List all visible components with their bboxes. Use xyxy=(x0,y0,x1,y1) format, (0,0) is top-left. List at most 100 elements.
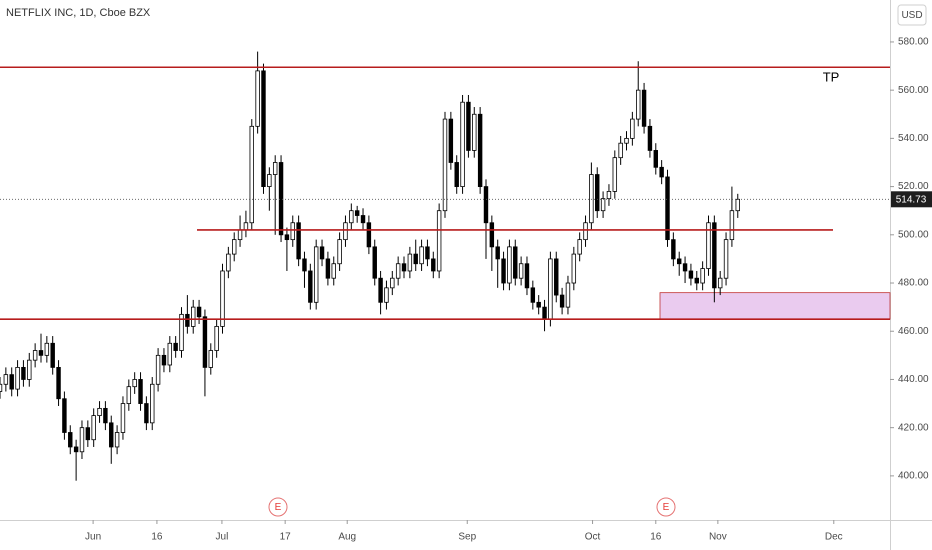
y-tick-label: 500.00 xyxy=(898,229,929,240)
candle-body xyxy=(150,383,155,424)
x-tick-label: Dec xyxy=(825,532,843,543)
candle-body xyxy=(489,222,495,248)
candle-body xyxy=(384,287,389,303)
candle-body xyxy=(595,174,600,212)
candle-body xyxy=(32,350,38,361)
candle-body xyxy=(606,191,612,200)
target-zone xyxy=(659,292,891,320)
candle-body xyxy=(50,342,55,368)
candle-body xyxy=(653,150,659,168)
candle-body xyxy=(85,427,91,441)
candle-body xyxy=(694,277,699,284)
candle-body xyxy=(62,398,67,433)
candle-body xyxy=(390,277,395,289)
candle-body xyxy=(167,342,173,366)
candle-body xyxy=(114,432,120,448)
x-tick-label: 16 xyxy=(650,532,662,543)
annotation: TP xyxy=(823,69,840,84)
candle-body xyxy=(27,359,32,380)
candle-body xyxy=(495,246,500,260)
candle-body xyxy=(226,253,231,272)
candle-body xyxy=(659,166,664,178)
candle-body xyxy=(530,287,536,303)
candle-body xyxy=(472,113,477,151)
y-tick-label: 440.00 xyxy=(898,374,929,385)
candle-body xyxy=(349,210,354,224)
candle-body xyxy=(571,253,577,284)
y-tick-label: 480.00 xyxy=(898,278,929,289)
candle-body xyxy=(688,270,694,279)
candle-body xyxy=(589,174,594,224)
candle-body xyxy=(647,125,653,151)
candle-body xyxy=(676,258,682,265)
x-tick-label: 16 xyxy=(151,532,163,543)
candle-body xyxy=(249,125,254,224)
currency-box[interactable] xyxy=(897,4,927,26)
candle-body xyxy=(600,198,606,212)
candle-body xyxy=(630,118,635,139)
last-price-label: 514.73 xyxy=(896,194,927,205)
candle-body xyxy=(682,263,688,272)
candle-body xyxy=(548,258,553,320)
candle-body xyxy=(612,157,618,192)
candle-body xyxy=(413,253,418,265)
earnings-marker xyxy=(268,497,288,517)
candle-body xyxy=(103,407,108,424)
x-tick-label: Nov xyxy=(709,532,727,543)
candle-body xyxy=(360,215,366,224)
candle-body xyxy=(366,222,372,248)
candle-body xyxy=(331,263,336,279)
candle-body xyxy=(542,306,547,320)
candle-body xyxy=(302,258,307,272)
candle-body xyxy=(313,246,319,303)
candle-body xyxy=(91,415,96,441)
candle-body xyxy=(243,222,249,231)
candle-body xyxy=(735,198,740,212)
candle-body xyxy=(56,366,61,400)
candle-body xyxy=(208,350,214,368)
candle-body xyxy=(419,246,424,265)
candle-body xyxy=(161,354,167,366)
candle-body xyxy=(378,277,383,303)
x-tick-label: Sep xyxy=(458,532,476,543)
candle-body xyxy=(21,366,26,380)
candle-body xyxy=(618,142,623,159)
y-tick-label: 560.00 xyxy=(898,85,929,96)
candle-body xyxy=(436,210,442,272)
candle-body xyxy=(132,379,137,388)
candle-body xyxy=(109,422,114,448)
candle-body xyxy=(401,263,407,272)
x-tick-label: 17 xyxy=(280,532,292,543)
candle-body xyxy=(565,282,571,308)
candle-body xyxy=(261,70,266,187)
candle-body xyxy=(179,313,184,351)
earnings-label: E xyxy=(663,502,670,513)
candle-body xyxy=(354,210,360,216)
candle-body xyxy=(641,89,647,127)
candle-body xyxy=(73,446,79,453)
candle-body xyxy=(308,270,313,303)
y-tick-label: 460.00 xyxy=(898,326,929,337)
chart-title: NETFLIX INC, 1D, Cboe BZX xyxy=(6,7,151,19)
candle-body xyxy=(636,89,641,120)
candle-body xyxy=(706,222,711,269)
candle-body xyxy=(501,258,506,284)
candle-body xyxy=(395,263,401,279)
candle-body xyxy=(665,176,670,241)
candle-body xyxy=(524,263,530,289)
candle-body xyxy=(723,239,729,279)
candle-body xyxy=(290,222,295,241)
candle-body xyxy=(454,162,459,187)
candle-body xyxy=(442,118,448,212)
candle-body xyxy=(144,403,149,424)
candle-body xyxy=(191,306,196,327)
candle-body xyxy=(554,258,559,296)
candle-body xyxy=(237,229,243,241)
candle-body xyxy=(0,383,3,392)
candle-body xyxy=(255,70,260,127)
candle-body xyxy=(97,407,102,417)
candle-body xyxy=(460,101,465,187)
candle-body xyxy=(583,222,588,241)
y-tick-label: 520.00 xyxy=(898,181,929,192)
